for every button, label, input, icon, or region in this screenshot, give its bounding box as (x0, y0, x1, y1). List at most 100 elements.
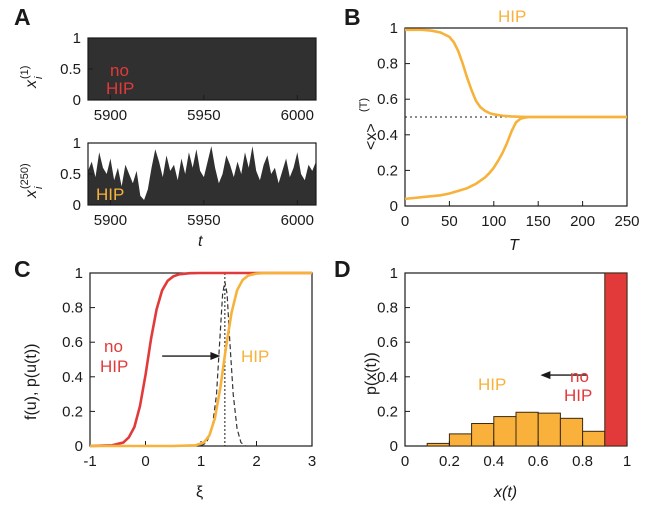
panel-a-bottom-xtick-label: 5900 (94, 212, 127, 229)
panel-a-bottom-xlabel: t (198, 233, 203, 250)
panel-d-hist-bar (515, 411, 539, 447)
panel-d-xticks: 0 0.2 0.4 0.6 0.8 1 (401, 441, 631, 470)
panel-c-series-no-hip (89, 271, 312, 448)
panel-b-ylabel-base: <x> (363, 123, 380, 150)
panel-a-top: 00.51 5900 5950 6000 no HIP x i (1) (19, 30, 317, 124)
panel-letter-c: C (14, 256, 31, 282)
panel-a-top-ylabel-sup: (1) (19, 66, 31, 79)
panel-d-hist-bar (448, 433, 473, 447)
panel-a-top-area (88, 38, 316, 100)
panel-d-hist-bar (537, 412, 561, 447)
panel-b-yticks: 0 0.2 0.4 0.6 0.8 1 (377, 20, 410, 215)
panel-a-bottom-ylabel-sup: (250) (19, 163, 31, 189)
panel-d-annotation-left: HIP (478, 375, 506, 394)
panel-a-bottom-annotation: HIP (96, 185, 124, 204)
panel-c-ylabel: f(u), p(u(t)) (23, 344, 40, 420)
panel-d-annotation-right-line1: no (570, 367, 589, 386)
panel-d-xtick-label: 0.8 (572, 453, 593, 470)
panel-b-ytick-label: 0.6 (377, 91, 398, 108)
panel-c-annotation-left-line1: no (104, 337, 123, 356)
panel-b-series-low (404, 115, 627, 201)
panel-d-ytick-label: 0.8 (377, 300, 398, 317)
panel-c-ytick-label: 0 (75, 438, 83, 455)
panel-d-xtick-label: 0.4 (483, 453, 504, 470)
panel-b-ytick-label: 0.4 (377, 127, 398, 144)
panel-c-ytick-label: 0.8 (62, 300, 83, 317)
panel-a-top-ylabel-sub: i (33, 76, 45, 79)
panel-d-xtick-label: 0.2 (439, 453, 460, 470)
panel-c-series-distribution (200, 281, 246, 447)
panel-a-bottom-ytick-label: 1 (73, 135, 81, 152)
panel-a-top-annotation-line1: no (110, 61, 129, 80)
panel-a-bottom-ytick-label: 0 (73, 197, 81, 214)
panel-d-xtick-label: 0 (401, 453, 409, 470)
panel-c-xtick-label: 0 (141, 453, 149, 470)
panel-d-ytick-label: 0.4 (377, 369, 398, 386)
panel-a-bottom-xticks: 5900 5950 6000 (94, 200, 314, 229)
panel-d-ylabel: p(x(t)) (363, 352, 380, 395)
panel-a-top-ylabel: x i (1) (19, 66, 45, 89)
panel-a-top-ytick-label: 0 (73, 92, 81, 109)
panel-a-bottom-ytick-label: 0.5 (60, 166, 81, 183)
panel-letter-a: A (14, 4, 31, 30)
panel-b-ytick-label: 0 (390, 198, 398, 215)
panel-c-xticks: -1 0 1 2 3 (83, 441, 316, 470)
panel-d-xtick-label: 1 (623, 453, 631, 470)
panel-d-hist-bar (426, 442, 450, 447)
panel-b-title: HIP (498, 7, 526, 26)
panel-b-xtick-label: 200 (570, 213, 595, 230)
panel-c-annotation-left-line2: HIP (100, 357, 128, 376)
panel-d-hist-bar (559, 417, 584, 447)
panel-c-yticks: 0 0.2 0.4 0.6 0.8 1 (62, 265, 95, 455)
panel-a-top-xtick-label: 5900 (94, 107, 127, 124)
panel-b-ylabel: <x> (T) (358, 98, 380, 150)
panel-c-arrowhead (210, 352, 221, 361)
panel-d-xtick-label: 0.6 (528, 453, 549, 470)
panel-a-top-ytick-label: 0.5 (60, 61, 81, 78)
panel-c-xtick-label: -1 (83, 453, 96, 470)
panel-d-bars (426, 272, 628, 447)
panel-a-bottom-ylabel-base: x (23, 189, 40, 199)
panel-d-ytick-label: 0 (390, 438, 398, 455)
panel-c-ytick-label: 1 (75, 265, 83, 282)
panel-d-annotation-right-line2: HIP (564, 386, 592, 405)
panel-c-ytick-label: 0.4 (62, 369, 83, 386)
panel-a-top-annotation-line2: HIP (106, 79, 134, 98)
panel-a-top-yticks: 00.51 (60, 30, 93, 109)
panel-b-xlabel: T (509, 237, 520, 254)
panel-a-bottom-area (88, 146, 316, 205)
panel-letter-d: D (334, 256, 351, 282)
panel-a-bottom-xtick-label: 6000 (281, 212, 314, 229)
panel-a-top-ytick-label: 1 (73, 30, 81, 47)
panel-d-xlabel: x(t) (493, 484, 517, 501)
panel-c-xtick-label: 1 (197, 453, 205, 470)
panel-c-ytick-label: 0.6 (62, 334, 83, 351)
panel-a-bottom: 0 0.5 1 5900 5950 6000 HIP x i (250) t (19, 135, 317, 250)
panel-d-ytick-label: 0.6 (377, 334, 398, 351)
panel-d-ylabel-text: p(x(t)) (363, 352, 380, 395)
panel-b-xticks: 0 50 100 150 200 250 (401, 201, 640, 230)
panel-c-ytick-label: 0.2 (62, 403, 83, 420)
panel-b: 0 0.2 0.4 0.6 0.8 1 0 50 100 150 200 250 HIP <x> (… (358, 7, 640, 254)
panel-b-xtick-label: 0 (401, 213, 409, 230)
panel-b-ytick-label: 0.8 (377, 56, 398, 73)
panel-b-ylabel-sup: (T) (358, 98, 370, 112)
panel-b-xtick-label: 150 (526, 213, 551, 230)
panel-d-no-hip-bar (604, 272, 628, 447)
panel-a-top-xticks: 5900 5950 6000 (94, 95, 314, 124)
panel-d-yticks: 0 0.2 0.4 0.6 0.8 1 (377, 265, 410, 455)
panel-b-xtick-label: 250 (614, 213, 639, 230)
panel-d-ytick-label: 0.2 (377, 403, 398, 420)
panel-c-xtick-label: 3 (308, 453, 316, 470)
panel-d-hist-bar (493, 416, 517, 447)
panel-letter-b: B (344, 4, 361, 30)
panel-c-annotation-right: HIP (241, 347, 269, 366)
panel-c-series-hip (90, 271, 312, 448)
panel-b-series-high (405, 28, 627, 119)
panel-a-bottom-ylabel: x i (250) (19, 163, 45, 199)
panel-c-xlabel: ξ (196, 484, 203, 501)
panel-d-hist-bar (471, 423, 495, 447)
panel-a-bottom-xtick-label: 5950 (187, 212, 220, 229)
panel-d: 0 0.2 0.4 0.6 0.8 1 0 0.2 0.4 0.6 0.8 1 HIP no HIP… (363, 265, 631, 501)
